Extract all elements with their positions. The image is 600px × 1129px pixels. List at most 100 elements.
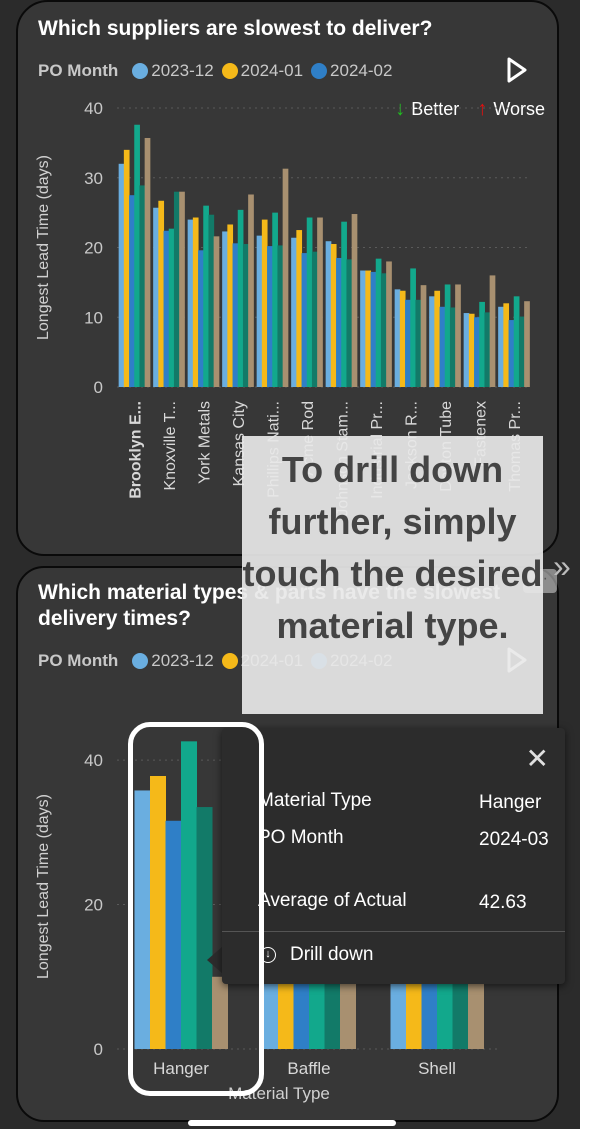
legend-item-2024-02[interactable]: 2024-02 bbox=[311, 61, 392, 81]
bar[interactable] bbox=[360, 270, 366, 387]
bar[interactable] bbox=[293, 976, 310, 1049]
bar[interactable] bbox=[192, 217, 199, 387]
bar[interactable] bbox=[468, 313, 475, 387]
x-tick-label[interactable]: Knoxville T... bbox=[162, 401, 179, 491]
bar[interactable] bbox=[261, 219, 268, 387]
bar[interactable] bbox=[330, 244, 337, 387]
bar[interactable] bbox=[212, 976, 228, 1049]
bar[interactable] bbox=[429, 296, 435, 387]
bar[interactable] bbox=[203, 205, 209, 387]
bar[interactable] bbox=[196, 807, 213, 1049]
x-tick-label[interactable]: Shell bbox=[418, 1059, 456, 1078]
bar[interactable] bbox=[134, 790, 151, 1049]
bar[interactable] bbox=[375, 258, 382, 387]
drill-down-button[interactable]: ↓ Drill down bbox=[260, 944, 373, 966]
bar[interactable] bbox=[291, 237, 297, 387]
bar[interactable] bbox=[437, 976, 453, 1049]
bar[interactable] bbox=[173, 191, 180, 387]
bar[interactable] bbox=[118, 163, 125, 387]
bar[interactable] bbox=[479, 301, 485, 387]
bar[interactable] bbox=[415, 299, 422, 387]
bar[interactable] bbox=[278, 976, 294, 1049]
bar[interactable] bbox=[262, 976, 279, 1049]
bar[interactable] bbox=[179, 191, 185, 387]
bar[interactable] bbox=[296, 230, 303, 387]
bar[interactable] bbox=[346, 259, 353, 387]
bar[interactable] bbox=[129, 195, 135, 387]
bar[interactable] bbox=[410, 268, 416, 387]
bar[interactable] bbox=[272, 212, 278, 387]
bar[interactable] bbox=[468, 976, 484, 1049]
bar[interactable] bbox=[439, 306, 446, 387]
bar[interactable] bbox=[144, 137, 151, 387]
bar[interactable] bbox=[463, 313, 470, 387]
bar[interactable] bbox=[524, 301, 530, 387]
bar[interactable] bbox=[163, 230, 170, 387]
bar[interactable] bbox=[134, 124, 140, 388]
bar[interactable] bbox=[311, 251, 318, 387]
bar[interactable] bbox=[434, 290, 441, 387]
bar[interactable] bbox=[405, 299, 411, 387]
bar[interactable] bbox=[256, 235, 263, 387]
x-tick-label[interactable]: Brooklyn E... bbox=[127, 401, 144, 499]
legend-item-2023-12[interactable]: 2023-12 bbox=[132, 61, 214, 81]
bar[interactable] bbox=[503, 303, 510, 387]
bar[interactable] bbox=[325, 241, 332, 387]
bar[interactable] bbox=[267, 246, 273, 387]
bar[interactable] bbox=[198, 250, 204, 387]
close-icon[interactable]: ✕ bbox=[525, 743, 549, 774]
bar[interactable] bbox=[340, 976, 356, 1049]
bar[interactable] bbox=[336, 257, 342, 387]
bar[interactable] bbox=[484, 312, 491, 387]
x-tick-label[interactable]: York Metals bbox=[196, 401, 213, 484]
bar[interactable] bbox=[365, 270, 372, 387]
chevron-right-icon[interactable]: » bbox=[553, 548, 571, 584]
bar[interactable] bbox=[168, 228, 175, 387]
bar[interactable] bbox=[222, 231, 228, 387]
bar[interactable] bbox=[248, 194, 254, 387]
bar[interactable] bbox=[232, 243, 239, 387]
legend-item-2024-01[interactable]: 2024-01 bbox=[221, 61, 303, 81]
bar[interactable] bbox=[242, 244, 249, 387]
bar[interactable] bbox=[386, 261, 392, 387]
bar[interactable] bbox=[237, 209, 244, 387]
bar[interactable] bbox=[498, 306, 504, 387]
bar[interactable] bbox=[139, 185, 146, 387]
bar[interactable] bbox=[158, 200, 165, 387]
bar[interactable] bbox=[227, 224, 234, 387]
bar[interactable] bbox=[421, 976, 438, 1049]
bar[interactable] bbox=[153, 207, 159, 387]
bar[interactable] bbox=[455, 284, 461, 387]
bar[interactable] bbox=[489, 275, 496, 387]
bar[interactable] bbox=[306, 217, 313, 387]
bar[interactable] bbox=[390, 976, 407, 1049]
x-tick-label[interactable]: Baffle bbox=[287, 1059, 330, 1078]
legend-item-2023-12[interactable]: 2023-12 bbox=[132, 651, 214, 671]
bar[interactable] bbox=[277, 245, 284, 387]
bar[interactable] bbox=[341, 221, 347, 387]
bar[interactable] bbox=[394, 289, 401, 387]
bar[interactable] bbox=[150, 776, 166, 1049]
bar[interactable] bbox=[513, 296, 520, 387]
bar[interactable] bbox=[399, 290, 406, 387]
bar[interactable] bbox=[282, 168, 289, 387]
play-outline-icon[interactable] bbox=[506, 56, 528, 89]
bar[interactable] bbox=[165, 820, 182, 1049]
bar[interactable] bbox=[213, 236, 220, 387]
bar[interactable] bbox=[406, 976, 422, 1049]
bar[interactable] bbox=[370, 271, 377, 387]
bar[interactable] bbox=[123, 149, 130, 387]
material-bar-chart[interactable]: 0 20 40 Longest Lead Time (days) Hanger Baffl… bbox=[18, 568, 559, 1122]
bar[interactable] bbox=[317, 217, 323, 387]
x-tick-label[interactable]: Hanger bbox=[153, 1059, 209, 1078]
bar[interactable] bbox=[420, 285, 427, 387]
bar[interactable] bbox=[474, 317, 480, 387]
bar[interactable] bbox=[518, 316, 525, 387]
bar[interactable] bbox=[444, 284, 451, 387]
bar[interactable] bbox=[449, 307, 456, 387]
bar[interactable] bbox=[309, 976, 325, 1049]
bar[interactable] bbox=[301, 253, 308, 387]
bar[interactable] bbox=[351, 214, 358, 387]
bar[interactable] bbox=[452, 976, 469, 1049]
bar[interactable] bbox=[208, 214, 215, 387]
